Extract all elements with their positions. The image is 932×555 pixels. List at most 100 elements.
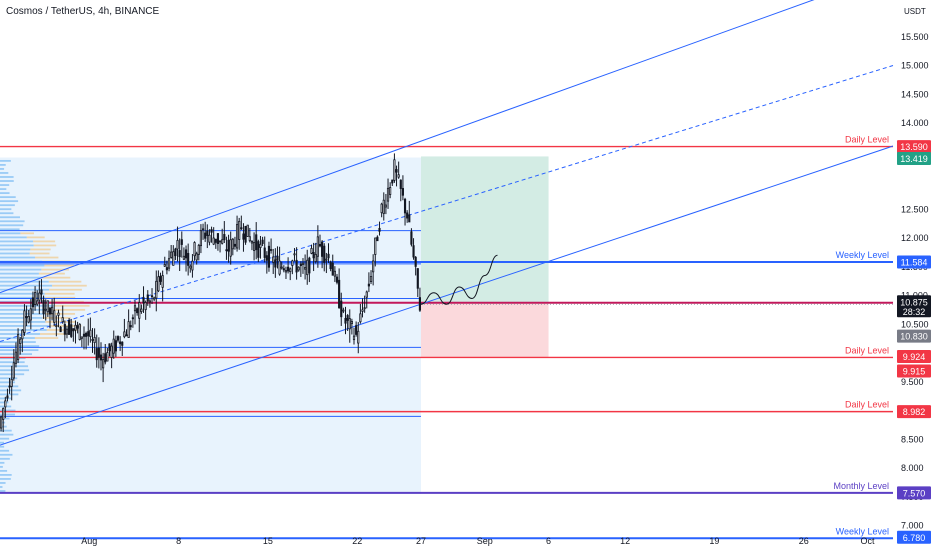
candle-body [150,295,154,298]
horizontal-lines: Daily Level Weekly Level Daily Level Daily … [0,135,893,540]
candle-body [148,300,151,303]
price-tag [897,530,931,544]
candle-body [136,308,139,314]
candle-body [329,261,332,270]
candle-body [325,258,328,261]
time-axis[interactable]: Aug 8 15 22 27 Sep 6 12 19 26 Oct [0,530,893,550]
x-tick-label: Oct [860,536,875,546]
candle-body [97,347,100,358]
candle-body [242,233,245,240]
x-tick-label: 27 [416,536,426,546]
candle-body [65,328,69,335]
candle-body [342,309,345,312]
volume-bar [0,433,14,436]
volume-bar [0,377,18,380]
volume-bar [0,192,10,194]
candle-body [206,230,209,236]
volume-bar [0,184,10,186]
candle-body [365,291,368,298]
candle-body [235,224,239,249]
volume-bar [0,429,12,432]
volume-bar [45,312,76,315]
volume-bar [0,256,36,259]
candle-body [25,316,28,318]
candle-body [299,263,302,267]
candle-body [340,300,343,318]
candle-body [46,300,49,313]
volume-bar [0,465,3,468]
level-label: Daily Level [845,135,889,145]
volume-bar [0,453,13,456]
candle-body [393,159,396,181]
volume-bar [0,308,52,311]
candle-body [261,239,264,244]
candle-body [386,187,390,202]
volume-bar [45,321,76,323]
level-label: Daily Level [845,400,889,410]
y-tick-label: 7.000 [901,521,924,531]
volume-bar [35,256,59,259]
candle-body [327,253,330,259]
y-tick-label: 8.500 [901,434,924,444]
price-tag-label: 13.590 [900,142,928,152]
x-tick-label: 6 [546,536,551,546]
candle-body [361,309,364,312]
price-tag [897,295,931,318]
candle-body [259,243,262,248]
price-axis[interactable]: USDT 15.500 15.000 14.500 14.000 12.500 12.000… [894,0,932,550]
candle-body [331,262,334,276]
volume-bar [41,268,69,271]
volume-bar [34,337,59,339]
candle-body [68,319,71,335]
candle-body [335,276,339,283]
candle-body [70,324,73,337]
candle-body [4,400,7,408]
volume-bar [0,312,46,315]
candle-body [367,283,370,287]
volume-bar [53,304,90,307]
volume-bar [0,168,5,170]
y-tick-label: 10.500 [901,319,929,329]
volume-bar [0,208,12,211]
candle-body [348,318,351,330]
y-tick-label: 14.500 [901,89,929,99]
price-tag-label: 6.780 [903,533,926,543]
candle-body [227,239,230,252]
x-tick-label: 15 [263,536,273,546]
volume-bar [0,216,21,219]
candle-body [276,255,279,261]
candle-body [399,179,402,189]
volume-bar [0,345,40,347]
candle-body [40,289,43,295]
candle-body [397,174,400,178]
candle-body [333,270,336,277]
candle-body [19,338,22,344]
candle-body [401,188,404,196]
volume-bar [0,172,9,174]
volume-bar [0,288,50,291]
candle-body [127,321,130,338]
price-tag-label: 7.570 [903,488,926,498]
channel-upper [0,0,815,294]
candle-body [318,243,322,247]
candle-body [153,297,156,300]
candle-body [55,325,58,327]
y-tick-label: 12.500 [901,204,929,214]
candle-body [187,252,190,266]
volume-bar [39,333,67,335]
candle-body [201,228,205,231]
candle-body [357,330,360,344]
projection-line [420,254,498,305]
candle-body [263,247,266,258]
candle-body [23,310,26,333]
candle-body [157,276,160,292]
candle-body [382,199,385,214]
candle-body [6,395,9,399]
candle-body [346,315,349,321]
candle-body [82,333,86,337]
volume-bar [0,164,6,166]
volume-bar [44,264,75,267]
candle-body [314,253,317,262]
